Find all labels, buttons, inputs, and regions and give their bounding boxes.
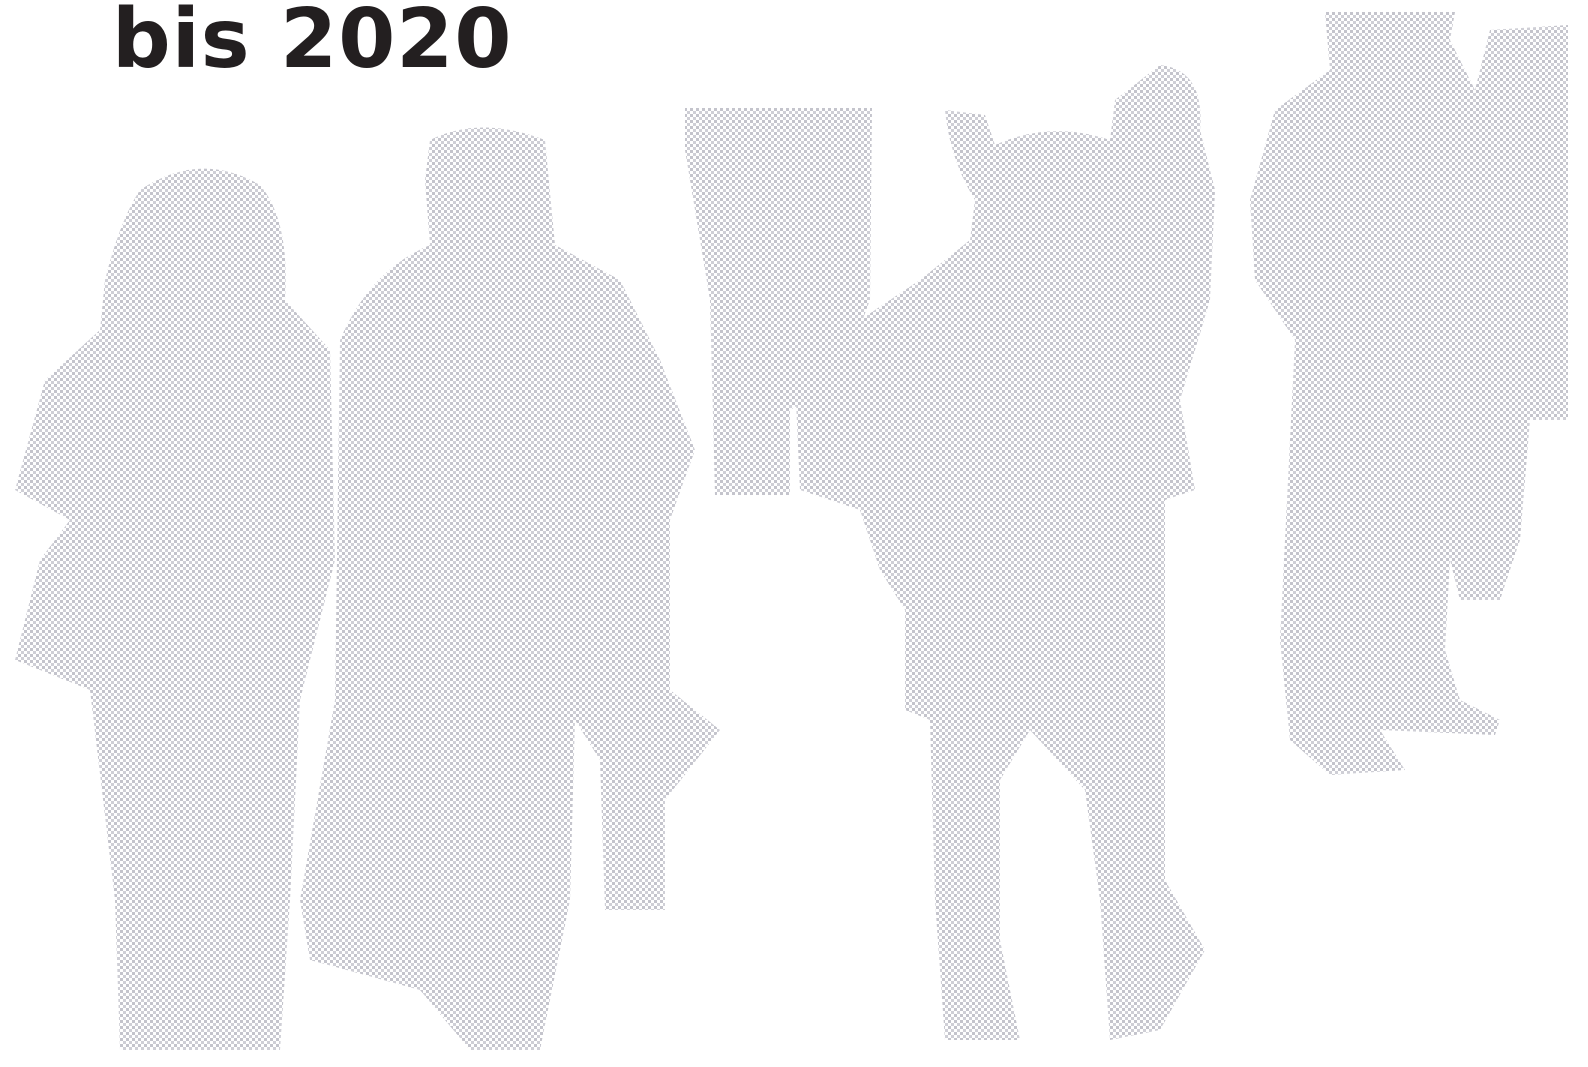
person-silhouette — [795, 65, 1215, 1040]
silhouettes — [15, 12, 1568, 1050]
title: bis 2020 — [112, 0, 513, 87]
bag-silhouette — [685, 108, 872, 495]
person-silhouette — [1250, 12, 1568, 775]
person-silhouette — [15, 168, 335, 1050]
person-silhouette — [300, 127, 720, 1050]
